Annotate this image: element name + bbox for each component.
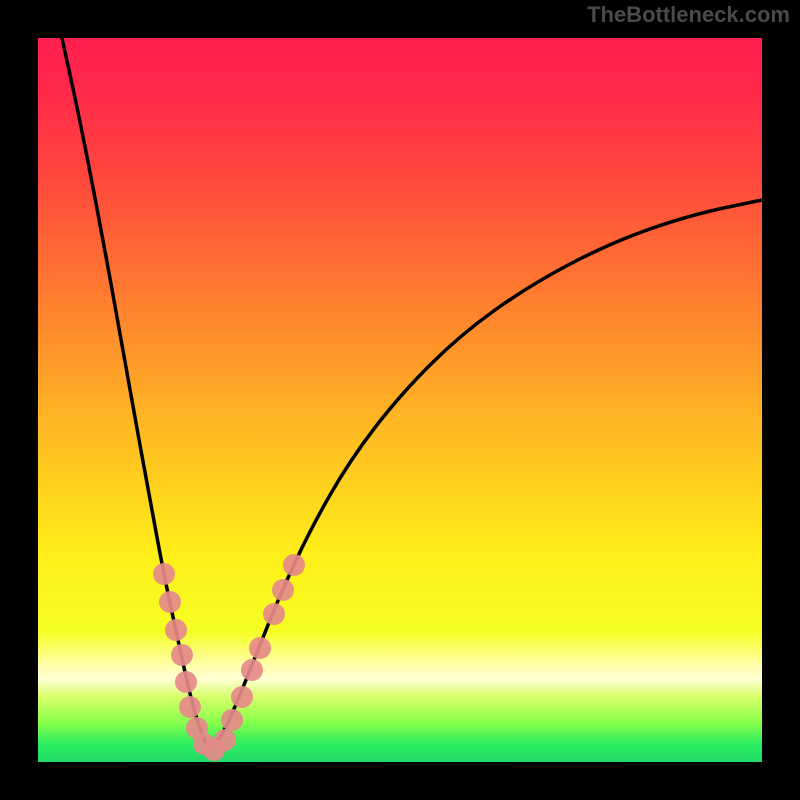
data-marker: [231, 686, 253, 708]
data-marker: [175, 671, 197, 693]
data-marker: [179, 696, 201, 718]
data-marker: [263, 603, 285, 625]
data-marker: [171, 644, 193, 666]
data-marker: [165, 619, 187, 641]
data-marker: [241, 659, 263, 681]
data-marker: [272, 579, 294, 601]
data-marker: [153, 563, 175, 585]
data-marker: [159, 591, 181, 613]
plot-area: [38, 38, 762, 762]
data-marker: [221, 709, 243, 731]
data-marker: [249, 637, 271, 659]
data-marker: [283, 554, 305, 576]
data-marker: [214, 729, 236, 751]
chart-container: TheBottleneck.com: [0, 0, 800, 800]
watermark-text: TheBottleneck.com: [587, 2, 790, 28]
chart-svg: [0, 0, 800, 800]
